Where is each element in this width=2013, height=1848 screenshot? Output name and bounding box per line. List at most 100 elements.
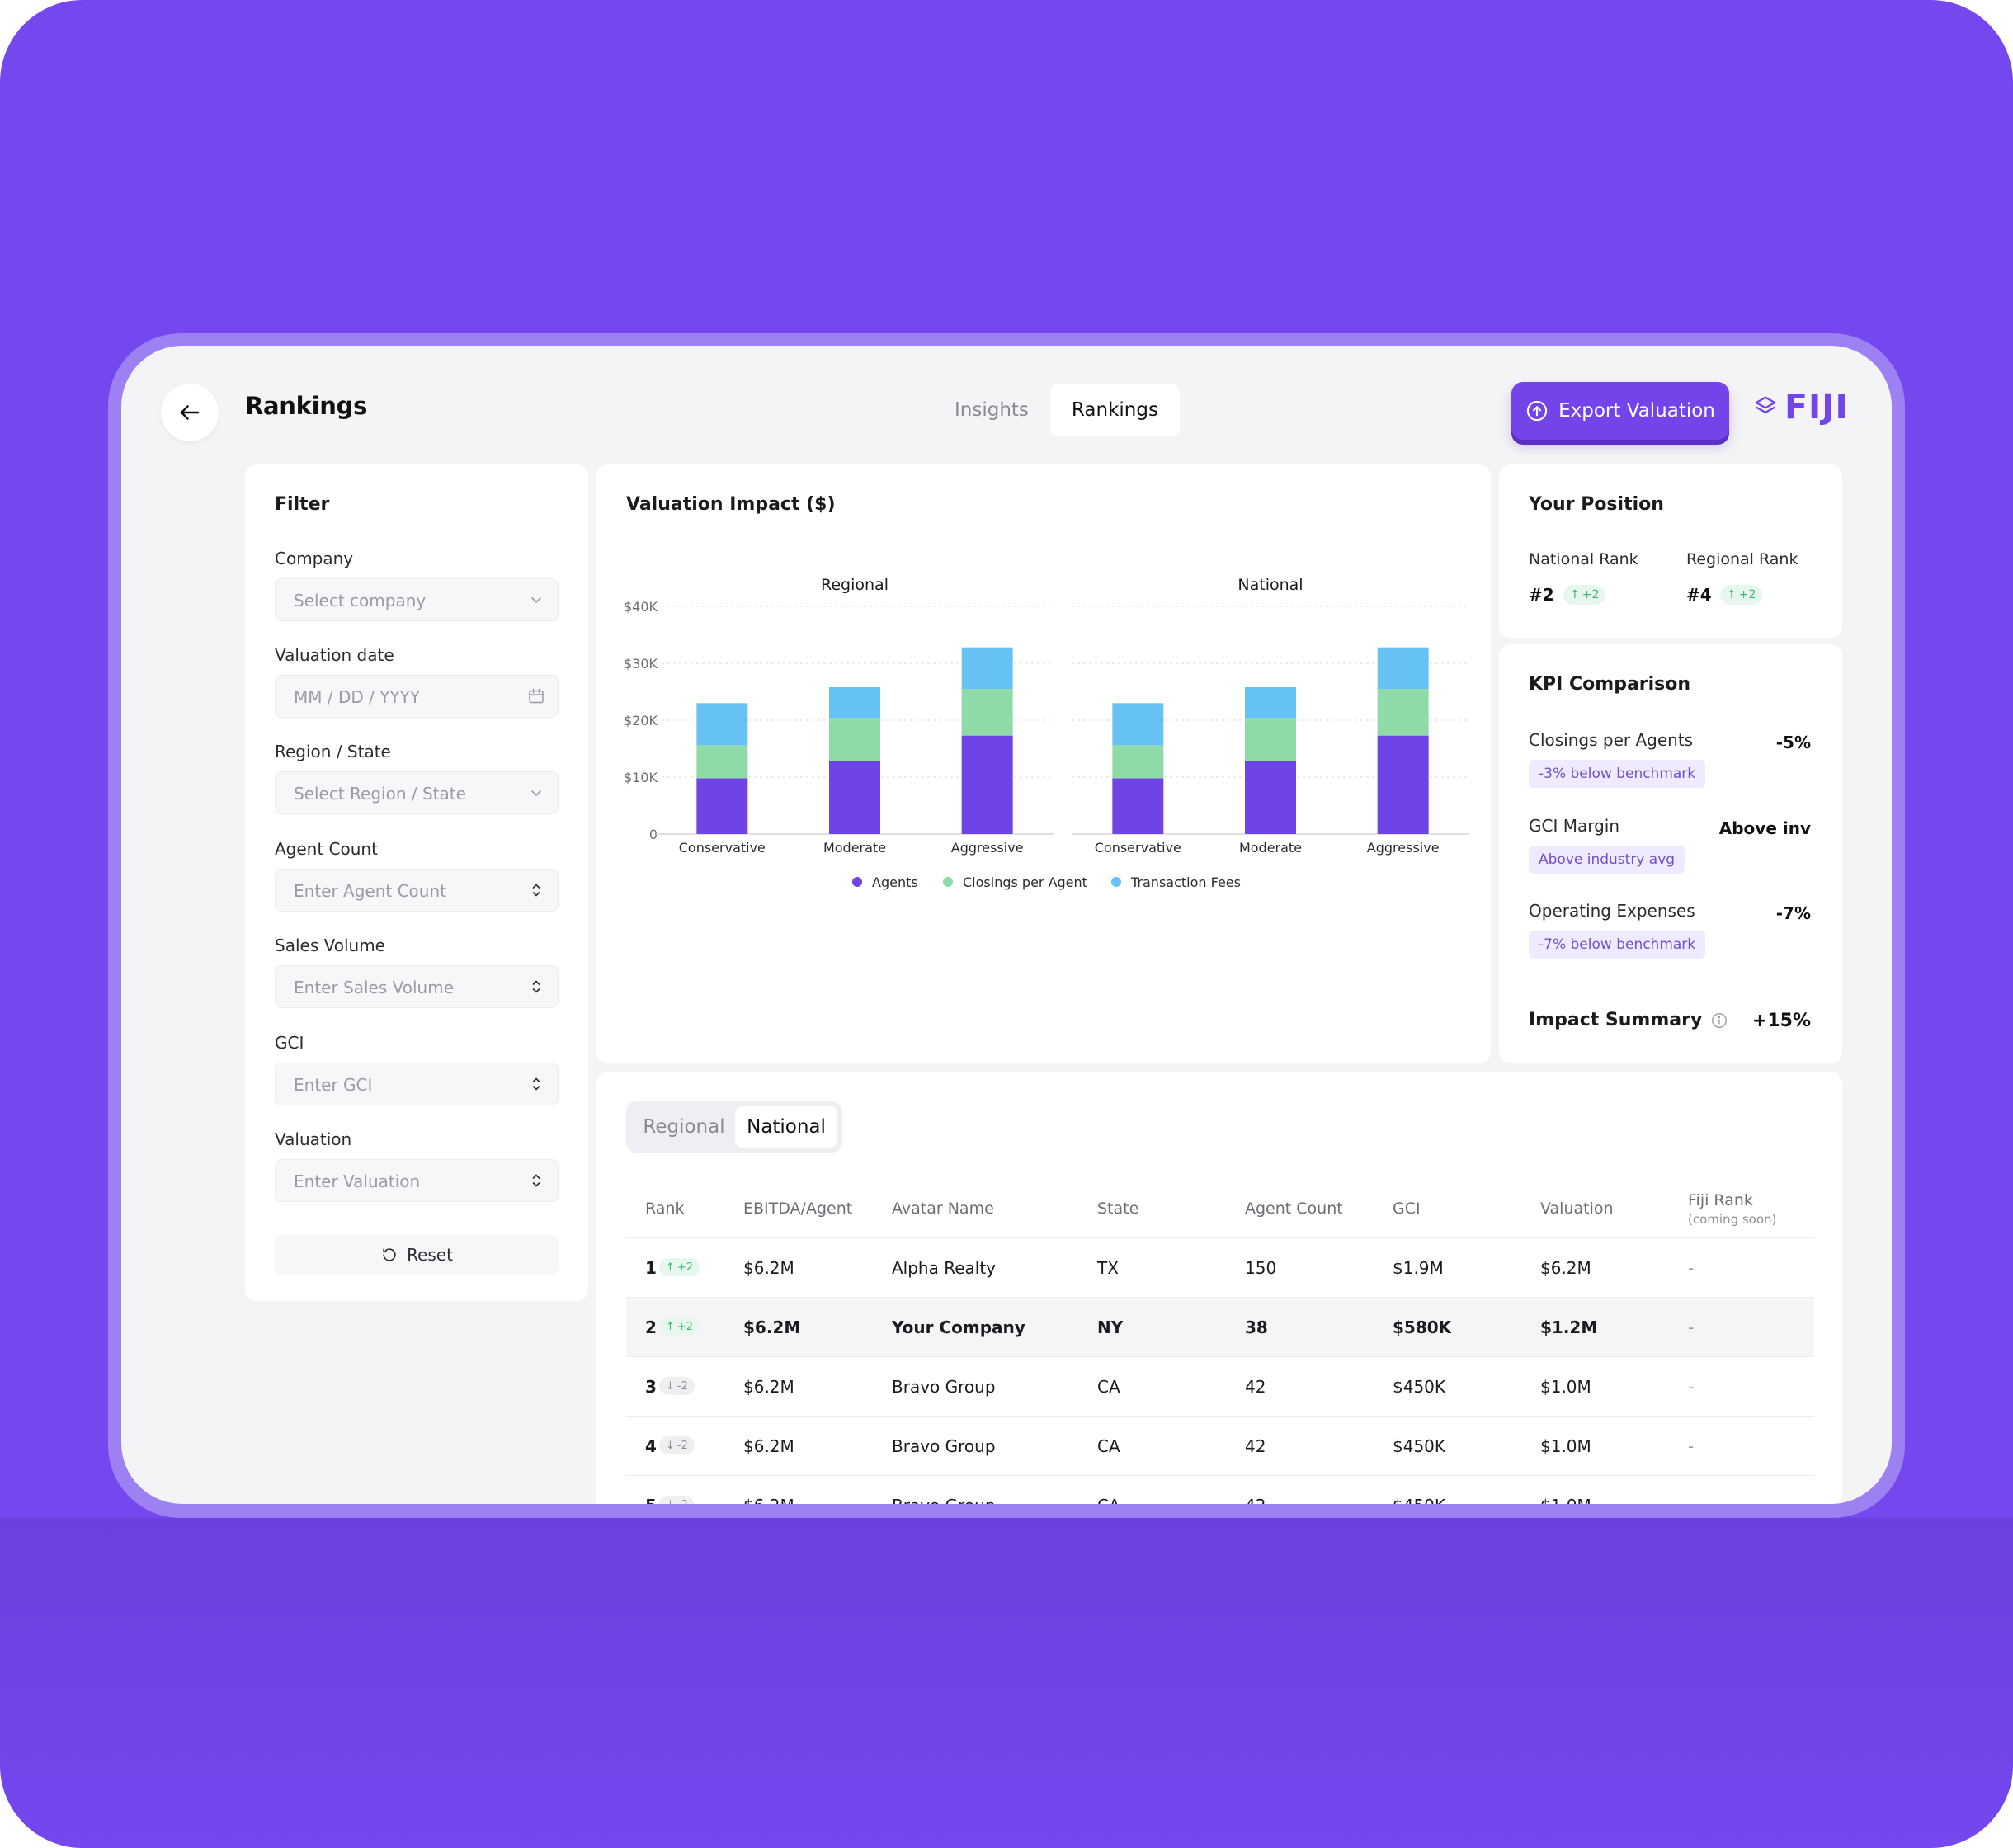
reset-button[interactable]: Reset (275, 1235, 559, 1275)
segment-national[interactable]: National (735, 1106, 837, 1148)
sales-volume-input[interactable]: Enter Sales Volume (275, 965, 559, 1008)
bar-segment-transaction-fees (696, 703, 748, 746)
y-tick-label: $30K (624, 656, 658, 672)
column-header-avatar-name[interactable]: Avatar Name (892, 1200, 994, 1218)
avatar-name-cell: Alpha Realty (892, 1258, 997, 1278)
bar-segment-agents (1245, 761, 1296, 834)
impact-summary-value: +15% (1751, 1011, 1811, 1031)
gci-label: GCI (275, 1033, 304, 1053)
bar-segment-agents (829, 761, 880, 834)
ebitda-cell: $6.2M (743, 1318, 801, 1337)
fiji-rank-cell: - (1688, 1377, 1695, 1397)
column-header-ebitda-agent[interactable]: EBITDA/Agent (743, 1200, 853, 1218)
column-header-rank[interactable]: Rank (645, 1200, 685, 1218)
gci-cell: $450K (1393, 1377, 1446, 1397)
export-valuation-button[interactable]: Export Valuation (1511, 382, 1729, 440)
valuation-cell: $1.0M (1540, 1436, 1591, 1456)
bar-segment-closings-per-agent (1112, 745, 1164, 779)
legend-label: Closings per Agent (963, 874, 1087, 890)
valuation-cell: $1.0M (1540, 1496, 1591, 1504)
bar-segment-transaction-fees (829, 686, 880, 719)
company-label: Company (275, 549, 354, 568)
background-shadow (0, 1518, 2013, 1848)
rank-change-value: -2 (676, 1439, 688, 1452)
y-tick-label: 0 (649, 827, 658, 842)
valuation-impact-chart: 0 $10K $20K $30K $40K Regional Conservative Mod… (624, 576, 1469, 890)
state-cell: CA (1097, 1496, 1120, 1504)
rank-change-value: +2 (676, 1320, 694, 1333)
page-title: Rankings (245, 392, 368, 420)
export-valuation-label: Export Valuation (1558, 400, 1715, 422)
reset-icon (383, 1248, 396, 1261)
panel-title: Regional (821, 576, 889, 594)
stepper-icon[interactable] (526, 977, 546, 997)
stepper-icon[interactable] (526, 1074, 546, 1094)
bar-segment-agents (961, 735, 1013, 834)
legend-dot (1111, 877, 1121, 887)
arrow-up-icon: ↑ (666, 1261, 675, 1274)
bar-segment-closings-per-agent (961, 689, 1013, 736)
column-header-agent-count[interactable]: Agent Count (1245, 1200, 1343, 1218)
table-row[interactable]: 3 ↓ -2 $6.2M Bravo Group CA 42 $450K $1.0M - (626, 1357, 1814, 1417)
info-icon[interactable] (1710, 1011, 1728, 1030)
agent-count-cell: 42 (1245, 1496, 1266, 1504)
filter-panel: Filter Company Select company Valuation … (245, 464, 588, 1301)
agent-count-label: Agent Count (275, 839, 378, 859)
region-state-placeholder: Select Region / State (294, 784, 466, 804)
valuation-date-input[interactable]: MM / DD / YYYY (275, 675, 559, 718)
logo-text: FIJI (1784, 387, 1849, 427)
avatar-name-cell: Your Company (892, 1318, 1025, 1337)
stepper-icon[interactable] (526, 880, 546, 900)
ebitda-cell: $6.2M (743, 1496, 794, 1504)
impact-summary: Impact Summary (1529, 1010, 1728, 1030)
calendar-icon[interactable] (526, 686, 546, 706)
bar-segment-transaction-fees (961, 647, 1013, 690)
position-title: Your Position (1529, 494, 1664, 515)
regional-rank-change: ↑ +2 (1720, 585, 1763, 605)
agent-count-cell: 42 (1245, 1436, 1266, 1456)
avatar-name-cell: Bravo Group (892, 1436, 996, 1456)
fiji-logo: FIJI (1753, 387, 1849, 427)
table-row[interactable]: 2 ↑ +2 $6.2M Your Company NY 38 $580K $1.2M - (626, 1298, 1814, 1357)
fiji-rank-cell: - (1688, 1318, 1695, 1337)
rank-cell: 5 (645, 1496, 657, 1504)
sales-volume-label: Sales Volume (275, 936, 385, 955)
column-header-gci[interactable]: GCI (1393, 1200, 1421, 1218)
agent-count-placeholder: Enter Agent Count (294, 881, 446, 901)
national-rank-label: National Rank (1529, 550, 1638, 568)
table-row[interactable]: 1 ↑ +2 $6.2M Alpha Realty TX 150 $1.9M $6.2M - (626, 1238, 1814, 1298)
chevron-down-icon (531, 597, 541, 604)
region-state-label: Region / State (275, 742, 391, 761)
column-header-fiji-rank[interactable]: Fiji Rank (1688, 1191, 1753, 1209)
chevron-down-icon (531, 790, 541, 797)
tab-rankings[interactable]: Rankings (1049, 384, 1180, 436)
region-state-select[interactable]: Select Region / State (275, 771, 559, 814)
fiji-rank-cell: - (1688, 1436, 1695, 1456)
gci-input[interactable]: Enter GCI (275, 1063, 559, 1106)
valuation-label: Valuation (275, 1129, 352, 1149)
legend-dot (852, 877, 862, 887)
column-header-state[interactable]: State (1097, 1200, 1139, 1218)
agent-count-input[interactable]: Enter Agent Count (275, 869, 559, 912)
kpi-title: KPI Comparison (1529, 674, 1691, 695)
column-header-valuation[interactable]: Valuation (1540, 1200, 1614, 1218)
rank-cell: 1 (645, 1258, 657, 1278)
company-select[interactable]: Select company (275, 578, 559, 621)
national-rank-change-value: +2 (1582, 588, 1600, 601)
back-button[interactable] (161, 384, 219, 441)
bar-segment-transaction-fees (1245, 686, 1296, 719)
valuation-input[interactable]: Enter Valuation (275, 1159, 559, 1202)
segment-regional[interactable]: Regional (643, 1116, 725, 1138)
stepper-icon[interactable] (526, 1171, 546, 1190)
chart-title: Valuation Impact ($) (626, 494, 836, 515)
tab-insights[interactable]: Insights (955, 399, 1029, 421)
arrow-up-icon: ↑ (1570, 588, 1580, 601)
y-tick-label: $40K (624, 599, 658, 615)
bar-segment-closings-per-agent (1245, 718, 1296, 761)
valuation-cell: $1.2M (1540, 1318, 1598, 1337)
gci-cell: $580K (1393, 1318, 1452, 1337)
table-row[interactable]: 4 ↓ -2 $6.2M Bravo Group CA 42 $450K $1.0M - (626, 1417, 1814, 1476)
legend-label: Agents (872, 874, 918, 890)
bar-segment-closings-per-agent (829, 718, 880, 761)
